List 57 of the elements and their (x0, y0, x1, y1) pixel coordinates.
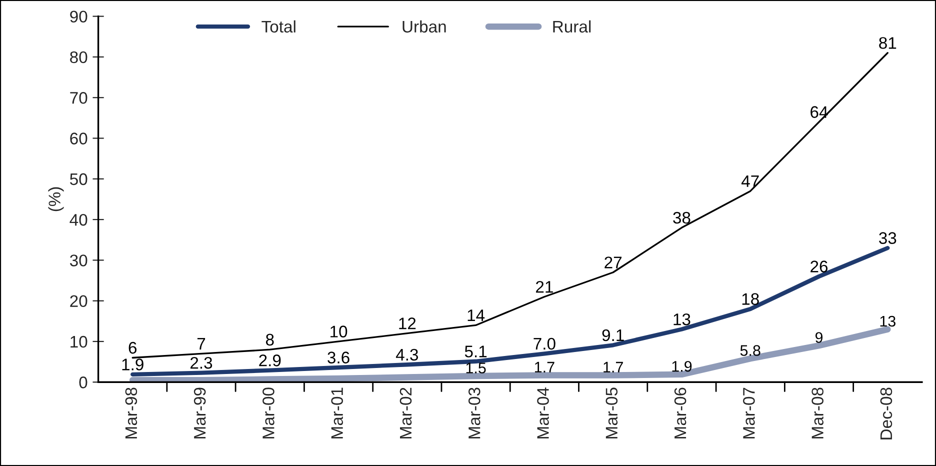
data-label: 5.8 (740, 345, 760, 356)
data-label: 64 (810, 106, 828, 118)
x-tick-label: Mar-98 (125, 388, 138, 438)
data-label: 9 (815, 332, 823, 343)
legend-label: Rural (553, 20, 591, 33)
data-label: 4.3 (396, 348, 418, 361)
data-label: 6 (128, 342, 136, 354)
y-tick-label: 0 (79, 376, 88, 388)
x-tick-label: Mar-06 (674, 388, 686, 438)
data-label: 7 (197, 338, 206, 350)
y-tick-label: 90 (70, 10, 88, 23)
data-label: 2.9 (259, 354, 281, 366)
data-label: 5.1 (464, 346, 487, 358)
data-label: 13 (880, 316, 896, 327)
data-label: 10 (330, 326, 348, 338)
data-label: 47 (741, 175, 759, 187)
y-tick-label: 40 (70, 214, 88, 226)
y-tick-label: 60 (70, 132, 88, 144)
x-tick-label: Mar-99 (194, 388, 206, 438)
data-label: 8 (266, 334, 274, 346)
data-label: 1.7 (604, 362, 623, 372)
y-tick-label: 20 (70, 295, 88, 308)
data-label: 7.0 (534, 338, 556, 350)
data-label: 33 (879, 232, 896, 244)
legend-label: Urban (402, 20, 446, 33)
y-tick-label: 30 (70, 254, 88, 266)
x-tick-label: Mar-02 (400, 388, 412, 438)
y-tick-label: 50 (70, 173, 88, 186)
y-axis-title: (%) (48, 187, 64, 212)
y-tick-label: 10 (70, 336, 88, 348)
x-tick-label: Mar-00 (262, 388, 274, 438)
data-label: 1.9 (672, 360, 692, 372)
data-label: 2.3 (190, 356, 212, 369)
data-label: 26 (810, 260, 828, 272)
data-label: 14 (468, 310, 485, 322)
data-label: 18 (742, 293, 759, 305)
y-tick-label: 80 (70, 51, 88, 64)
data-label: 38 (673, 212, 690, 224)
data-label: 12 (399, 318, 416, 330)
data-label: 1.5 (466, 362, 486, 374)
data-label: 81 (879, 37, 896, 49)
x-tick-label: Mar-07 (743, 388, 755, 438)
data-label: 9.1 (602, 329, 624, 342)
x-tick-label: Mar-08 (812, 388, 824, 438)
x-tick-label: Mar-04 (537, 387, 549, 438)
x-tick-label: Mar-03 (468, 388, 480, 438)
y-tick-label: 70 (70, 92, 88, 104)
data-label: 27 (604, 256, 622, 268)
x-tick-label: Mar-01 (331, 388, 343, 438)
data-label: 1.9 (122, 358, 144, 370)
x-tick-label: Dec-08 (880, 388, 892, 440)
data-label: 3.6 (328, 352, 350, 364)
data-label: 1.7 (534, 362, 554, 372)
x-tick-label: Mar-05 (606, 388, 618, 438)
data-label: 21 (536, 280, 553, 293)
legend-label: Total (262, 20, 296, 33)
data-label: 13 (674, 313, 690, 326)
